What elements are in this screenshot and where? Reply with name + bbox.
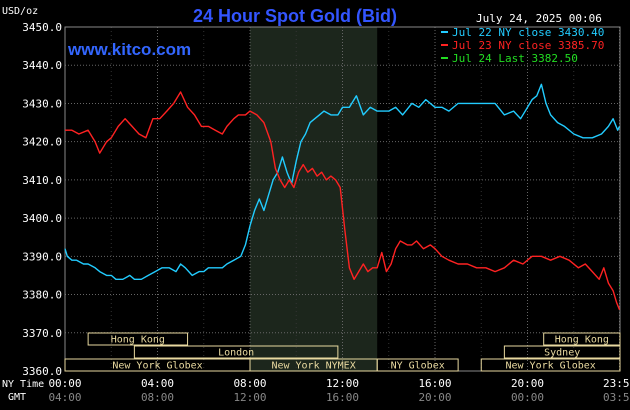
chart-date: July 24, 2025 00:06 xyxy=(476,12,602,25)
session-label: Hong Kong xyxy=(555,335,609,346)
legend-entry: Jul 24 Last 3382.50 xyxy=(452,52,578,65)
y-tick-label: 3380.0 xyxy=(22,289,62,302)
series-line xyxy=(65,91,621,311)
y-tick-label: 3420.0 xyxy=(22,136,62,149)
session-label: NY Globex xyxy=(391,361,445,372)
y-tick-label: 3410.0 xyxy=(22,174,62,187)
y-tick-label: 3450.0 xyxy=(22,21,62,34)
session-label: New York Globex xyxy=(505,361,595,372)
chart-title: 24 Hour Spot Gold (Bid) xyxy=(193,6,397,26)
x-tick-label-gmt: 03:59 xyxy=(603,391,630,404)
x-tick-label-ny: 12:00 xyxy=(326,377,359,390)
x-tick-label-ny: 20:00 xyxy=(511,377,544,390)
nymex-shade-band xyxy=(250,27,378,371)
series-line xyxy=(64,83,621,280)
x-tick-label-gmt: 12:00 xyxy=(233,391,266,404)
x-tick-label-gmt: 00:00 xyxy=(511,391,544,404)
session-bar xyxy=(543,332,621,346)
y-tick-label: 3440.0 xyxy=(22,59,62,72)
y-tick-label: 3430.0 xyxy=(22,97,62,110)
session-bar xyxy=(503,345,621,359)
x-tick-label-gmt: 04:00 xyxy=(48,391,81,404)
x-tick-label-ny: 00:00 xyxy=(48,377,81,390)
session-label: Sydney xyxy=(544,348,580,359)
session-bar xyxy=(376,358,459,372)
session-bar xyxy=(480,358,621,372)
x-tick-label-gmt: 08:00 xyxy=(141,391,174,404)
y-axis-unit: USD/oz xyxy=(2,6,38,17)
watermark-url: www.kitco.com xyxy=(67,40,191,59)
y-tick-label: 3400.0 xyxy=(22,212,62,225)
session-label: New York Globex xyxy=(112,361,202,372)
x-axis-gmt-label: GMT xyxy=(8,392,26,403)
x-tick-label-gmt: 16:00 xyxy=(326,391,359,404)
session-label: London xyxy=(218,348,254,359)
session-label: New York NYMEX xyxy=(271,361,355,372)
y-tick-label: 3360.0 xyxy=(22,365,62,378)
x-axis-ny-time-label: NY Time xyxy=(2,379,44,390)
session-bar xyxy=(133,345,339,359)
x-tick-label-ny: 16:00 xyxy=(418,377,451,390)
y-tick-label: 3370.0 xyxy=(22,327,62,340)
x-tick-label-ny: 04:00 xyxy=(141,377,174,390)
x-tick-label-ny: 08:00 xyxy=(233,377,266,390)
legend-entry: Jul 22 NY close 3430.40 xyxy=(452,26,604,39)
session-label: Hong Kong xyxy=(111,335,165,346)
x-tick-label-gmt: 20:00 xyxy=(418,391,451,404)
session-bar xyxy=(87,332,189,346)
y-tick-label: 3390.0 xyxy=(22,250,62,263)
x-tick-label-ny: 23:59 xyxy=(603,377,630,390)
legend-entry: Jul 23 NY close 3385.70 xyxy=(452,39,604,52)
